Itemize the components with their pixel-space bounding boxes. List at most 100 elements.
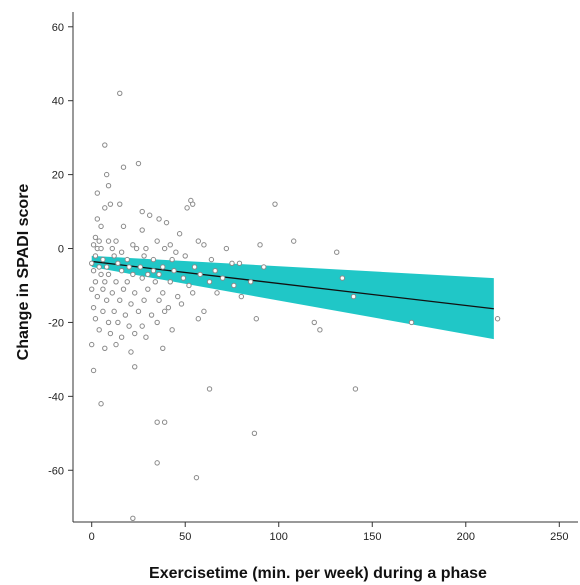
data-point [176, 231, 183, 237]
y-tick-label: 20 [52, 170, 64, 182]
data-point [102, 279, 108, 285]
data-point [120, 286, 127, 292]
data-point [334, 249, 340, 255]
x-axis-title: Exercisetime (min. per week) during a ph… [149, 565, 487, 582]
data-point [118, 267, 125, 274]
data-point [90, 267, 97, 274]
data-point [126, 264, 132, 270]
data-point [201, 308, 207, 315]
data-point [94, 293, 101, 300]
y-axis-title: Change in SPADI score [15, 184, 32, 361]
data-point [171, 267, 177, 274]
data-point [229, 260, 235, 267]
data-point [103, 264, 110, 270]
data-point [247, 279, 254, 285]
data-point [103, 171, 110, 178]
data-point [165, 304, 172, 311]
data-point [90, 367, 97, 374]
data-point [100, 308, 106, 315]
data-point [128, 301, 134, 307]
data-point [98, 223, 104, 230]
data-point [143, 245, 149, 252]
y-tick-label: -60 [48, 465, 64, 477]
data-point [180, 275, 187, 281]
data-point [156, 271, 162, 278]
data-point [100, 286, 106, 292]
data-point [96, 327, 102, 333]
data-point [184, 205, 190, 211]
data-point [105, 319, 112, 326]
data-point [118, 334, 125, 340]
data-point [160, 345, 166, 352]
data-point [253, 316, 259, 322]
data-point [178, 301, 185, 307]
data-point [317, 327, 323, 333]
data-point [132, 330, 138, 337]
data-point [96, 238, 102, 244]
data-point [120, 223, 127, 230]
data-point [169, 327, 175, 333]
data-point [154, 460, 160, 466]
axes: 0 50 100 150 200 250 -60 -40 -20 0 20 40 60 [48, 12, 578, 543]
regression-line [91, 260, 494, 310]
data-point [92, 253, 99, 259]
data-point [130, 515, 136, 522]
data-point [94, 216, 101, 222]
data-point [182, 253, 188, 259]
data-point [89, 341, 95, 348]
data-point [190, 201, 196, 207]
data-point [190, 290, 196, 296]
data-point [132, 364, 138, 370]
data-point [132, 290, 138, 296]
data-point [146, 212, 153, 218]
data-point [223, 245, 230, 252]
data-point [212, 267, 218, 274]
data-point [251, 430, 258, 437]
y-tick-label: 0 [58, 244, 64, 256]
data-point [201, 242, 207, 248]
data-point [139, 208, 145, 215]
data-point [92, 234, 99, 241]
data-point [156, 297, 162, 303]
data-point [111, 308, 117, 315]
data-point [111, 253, 117, 259]
y-tick-label: 60 [52, 22, 64, 34]
data-point [94, 190, 101, 196]
regression-layer [91, 255, 494, 340]
data-point [154, 238, 160, 244]
data-point [109, 290, 115, 296]
data-point [408, 319, 415, 326]
data-point [161, 419, 168, 425]
data-point [161, 245, 168, 252]
data-point [128, 349, 134, 355]
confidence-band [91, 255, 494, 340]
data-point [120, 164, 127, 170]
data-point [124, 279, 130, 285]
data-point [103, 297, 110, 303]
data-point [139, 227, 145, 233]
data-point [89, 260, 95, 267]
data-point [117, 90, 123, 97]
data-point [137, 264, 144, 270]
data-point [90, 242, 97, 248]
x-tick-label: 0 [89, 531, 95, 543]
data-point [206, 279, 213, 285]
data-point [139, 323, 145, 329]
data-point [238, 293, 245, 300]
data-point [311, 319, 317, 326]
data-point [105, 238, 112, 244]
x-tick-label: 100 [270, 531, 288, 543]
data-point [150, 256, 157, 263]
data-point [117, 201, 123, 207]
data-point [195, 316, 202, 322]
data-point [105, 271, 112, 278]
data-point [191, 264, 198, 270]
data-point [214, 290, 220, 296]
data-point [231, 282, 237, 289]
data-point [175, 293, 181, 300]
data-point [107, 330, 114, 337]
data-point [133, 245, 140, 252]
data-point [272, 201, 278, 207]
data-point [150, 267, 157, 274]
data-point [261, 264, 267, 270]
